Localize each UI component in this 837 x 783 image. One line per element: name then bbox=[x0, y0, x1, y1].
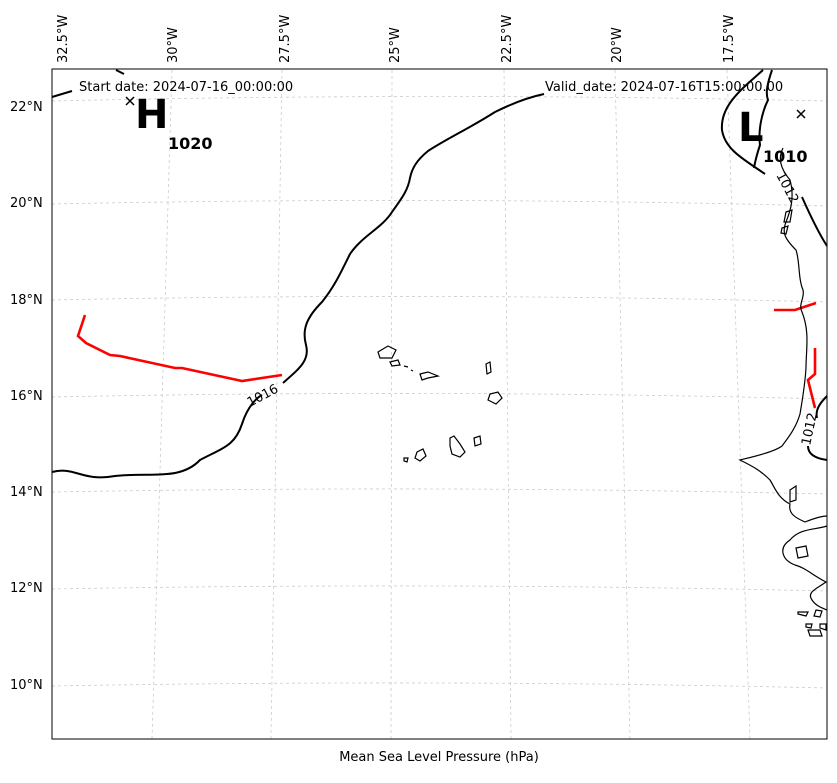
isobar-1016 bbox=[51, 93, 545, 479]
parallel-16n bbox=[51, 393, 828, 400]
isobar-1010-low bbox=[720, 69, 766, 175]
meridian-22-5w bbox=[503, 69, 512, 740]
map-title: Mean Sea Level Pressure (hPa) bbox=[339, 750, 539, 765]
isobar-1020-fragment-top bbox=[115, 69, 125, 75]
parallel-18n bbox=[51, 296, 828, 303]
contour-label-1012-east: 1012 bbox=[799, 411, 821, 446]
start-date-label: Start date: 2024-07-16_00:00:00 bbox=[79, 80, 293, 95]
island-sal bbox=[485, 361, 492, 375]
coastlines bbox=[377, 147, 828, 637]
high-center-marker bbox=[125, 96, 135, 106]
coast-bijagos-d bbox=[807, 629, 823, 637]
parallel-22n bbox=[51, 96, 828, 102]
lat-label-10n: 10°N bbox=[10, 678, 43, 693]
parallel-20n bbox=[51, 200, 828, 207]
front-east-north bbox=[774, 301, 817, 312]
coast-inlet-b bbox=[780, 225, 789, 235]
front-west bbox=[76, 314, 283, 383]
parallel-12n bbox=[51, 585, 828, 592]
coast-inlet-d bbox=[795, 545, 809, 559]
island-fogo bbox=[414, 448, 427, 462]
lat-label-20n: 20°N bbox=[10, 196, 43, 211]
contour-label-1012-north: 1012 bbox=[772, 170, 801, 206]
coast-bijagos-c bbox=[805, 623, 813, 629]
graticule bbox=[51, 69, 828, 740]
lon-tick-labels: 32.5°W 30°W 27.5°W 25°W 22.5°W 20°W 17.5… bbox=[56, 15, 737, 63]
lat-label-16n: 16°N bbox=[10, 389, 43, 404]
isobar-1012-north bbox=[753, 69, 828, 247]
lon-label-20w: 20°W bbox=[610, 27, 625, 63]
island-sao-nicolau bbox=[410, 369, 414, 372]
lon-label-22-5w: 22.5°W bbox=[500, 15, 515, 63]
low-center-letter: L bbox=[738, 105, 764, 151]
lat-label-22n: 22°N bbox=[10, 100, 43, 115]
island-sao-vicente bbox=[389, 359, 401, 367]
high-center-letter: H bbox=[135, 92, 168, 138]
lat-label-14n: 14°N bbox=[10, 485, 43, 500]
coast-bijagos-b bbox=[813, 609, 823, 618]
coast-bijagos-a bbox=[797, 611, 809, 617]
coast-inlet-a bbox=[783, 209, 793, 223]
island-brava bbox=[403, 457, 409, 463]
isobars bbox=[51, 69, 828, 479]
lon-label-17-5w: 17.5°W bbox=[722, 15, 737, 63]
front-east-south bbox=[806, 348, 817, 409]
island-sao-nicolau-main bbox=[419, 371, 441, 381]
map-frame bbox=[51, 68, 828, 740]
lat-tick-labels: 22°N 20°N 18°N 16°N 14°N 12°N 10°N bbox=[10, 100, 43, 693]
island-santa-luzia bbox=[403, 365, 409, 368]
island-santiago bbox=[449, 435, 466, 458]
meridian-17-5w bbox=[726, 69, 751, 740]
lon-label-25w: 25°W bbox=[388, 27, 403, 63]
parallel-10n bbox=[51, 682, 828, 689]
low-center-marker bbox=[796, 109, 806, 119]
meridian-25w bbox=[390, 69, 393, 740]
island-boa-vista bbox=[487, 391, 503, 405]
island-santo-antao bbox=[377, 345, 397, 359]
meridian-30w bbox=[151, 69, 173, 740]
lon-label-27-5w: 27.5°W bbox=[278, 15, 293, 63]
lat-label-12n: 12°N bbox=[10, 581, 43, 596]
coast-inlet-c bbox=[789, 484, 797, 503]
fronts bbox=[76, 301, 817, 409]
center-markers bbox=[125, 96, 806, 119]
high-center-value: 1020 bbox=[168, 134, 213, 153]
valid-date-label: Valid_date: 2024-07-16T15:00:00.00 bbox=[545, 80, 783, 95]
isobar-1020-fragment bbox=[51, 90, 73, 98]
low-center-value: 1010 bbox=[763, 147, 808, 166]
isobar-1012-south bbox=[807, 395, 828, 461]
island-maio bbox=[473, 435, 482, 447]
parallel-14n bbox=[51, 488, 828, 495]
coast-bijagos-e bbox=[819, 623, 827, 631]
meridian-20w bbox=[614, 69, 631, 740]
lat-label-18n: 18°N bbox=[10, 293, 43, 308]
contour-label-1016: 1016 bbox=[245, 382, 281, 411]
lon-label-30w: 30°W bbox=[166, 27, 181, 63]
meridian-27-5w bbox=[270, 69, 283, 740]
africa-coast bbox=[738, 147, 828, 611]
lon-label-32-5w: 32.5°W bbox=[56, 15, 71, 63]
